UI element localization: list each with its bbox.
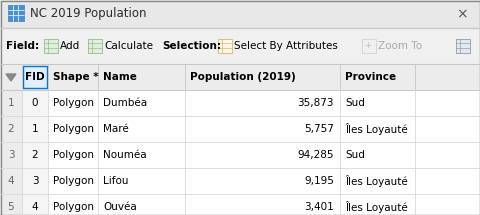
Text: Add: Add	[60, 41, 80, 51]
Text: 94,285: 94,285	[298, 150, 334, 160]
Bar	[22, 168, 48, 194]
Text: 1: 1	[8, 98, 14, 108]
Text: 2: 2	[32, 150, 38, 160]
Text: Population (2019): Population (2019)	[190, 72, 296, 82]
Bar	[0, 90, 480, 116]
Polygon shape	[6, 74, 16, 81]
Text: 5: 5	[8, 202, 14, 212]
Text: 4: 4	[32, 202, 38, 212]
Text: 35,873: 35,873	[298, 98, 334, 108]
Text: Îles Loyauté: Îles Loyauté	[345, 123, 408, 135]
Text: Calculate: Calculate	[104, 41, 153, 51]
Text: Name: Name	[103, 72, 137, 82]
Bar	[23, 66, 47, 88]
Bar	[0, 90, 22, 116]
Text: +: +	[364, 41, 371, 51]
Bar	[22, 116, 48, 142]
Text: Selection:: Selection:	[162, 41, 221, 51]
Bar	[0, 0, 480, 28]
Bar	[456, 39, 470, 53]
Bar	[22, 90, 48, 116]
Text: Field:: Field:	[6, 41, 39, 51]
Bar	[22, 194, 48, 215]
Bar	[362, 39, 376, 53]
Text: Maré: Maré	[103, 124, 129, 134]
Text: 1: 1	[32, 124, 38, 134]
Text: Polygon: Polygon	[53, 202, 94, 212]
Text: 0: 0	[32, 98, 38, 108]
Text: Polygon: Polygon	[53, 176, 94, 186]
Bar	[0, 64, 480, 90]
Text: FID: FID	[25, 72, 45, 82]
Bar	[0, 116, 480, 142]
Text: 3: 3	[8, 150, 14, 160]
Bar	[0, 194, 22, 215]
Bar	[0, 142, 22, 168]
Text: 3,401: 3,401	[304, 202, 334, 212]
Text: Îles Loyauté: Îles Loyauté	[345, 175, 408, 187]
Bar	[218, 39, 232, 53]
Bar	[0, 194, 480, 215]
Bar	[0, 28, 480, 64]
Text: 9,195: 9,195	[304, 176, 334, 186]
Text: 3: 3	[32, 176, 38, 186]
Bar	[22, 142, 48, 168]
Text: Zoom To: Zoom To	[378, 41, 422, 51]
Text: Polygon: Polygon	[53, 98, 94, 108]
Text: 5,757: 5,757	[304, 124, 334, 134]
Text: 4: 4	[8, 176, 14, 186]
Text: ×: ×	[456, 7, 468, 21]
Text: Dumbéa: Dumbéa	[103, 98, 147, 108]
Text: Sud: Sud	[345, 150, 365, 160]
Text: Select By Attributes: Select By Attributes	[234, 41, 338, 51]
Bar	[0, 116, 22, 142]
Text: Shape *: Shape *	[53, 72, 98, 82]
Text: Îles Loyauté: Îles Loyauté	[345, 201, 408, 213]
Bar	[0, 142, 480, 168]
Bar	[0, 168, 480, 194]
Text: Polygon: Polygon	[53, 124, 94, 134]
Text: Province: Province	[345, 72, 396, 82]
Text: 2: 2	[8, 124, 14, 134]
Bar	[88, 39, 102, 53]
Bar	[8, 5, 24, 21]
Bar	[44, 39, 58, 53]
Text: NC 2019 Population: NC 2019 Population	[30, 8, 146, 20]
Bar	[0, 168, 22, 194]
Text: Ouvéa: Ouvéa	[103, 202, 137, 212]
Text: Polygon: Polygon	[53, 150, 94, 160]
Text: Nouméa: Nouméa	[103, 150, 146, 160]
Text: Lifou: Lifou	[103, 176, 129, 186]
Text: Sud: Sud	[345, 98, 365, 108]
